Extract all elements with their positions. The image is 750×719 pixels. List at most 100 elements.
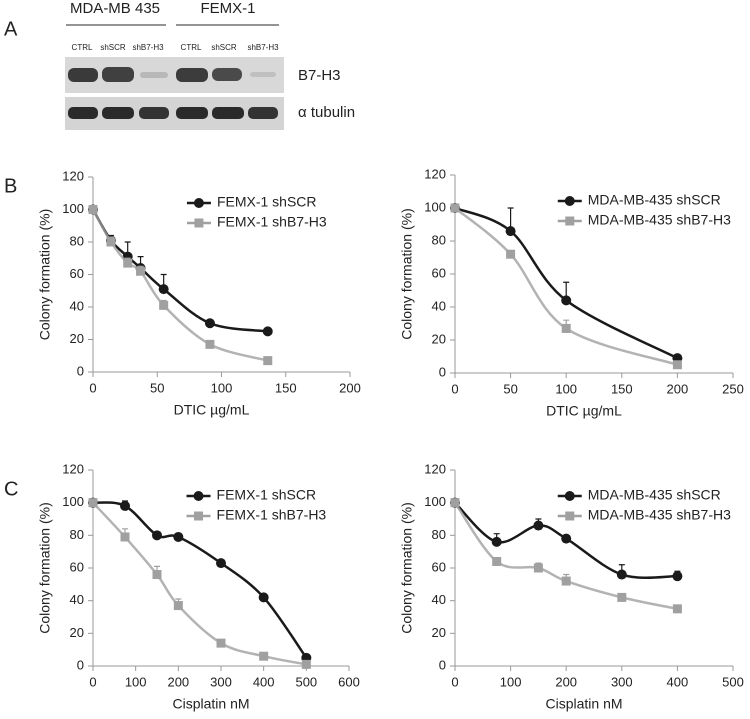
point [492,556,502,566]
lane-label: shSCR [211,43,237,52]
point [262,326,273,337]
chart: 0 20 40 60 80 100 120 0 50 100 150 200 250 DTIC µg/mL… [399,166,744,418]
y-tick-label: 100 [424,199,446,214]
point [173,601,183,611]
y-tick-label: 0 [77,657,84,672]
x-tick-label: 100 [125,674,147,689]
point [301,659,311,669]
legend-label: FEMX-1 shB7-H3 [217,214,327,230]
point [263,356,273,366]
point [136,266,146,276]
y-tick-label: 120 [424,166,446,181]
point [450,498,460,508]
point [120,532,130,542]
legend-marker [194,511,204,521]
y-axis-label: Colony formation (%) [37,502,53,634]
y-tick-label: 20 [432,331,446,346]
series-line [454,206,678,360]
point [123,258,133,268]
legend-label: MDA-MB-435 shSCR [588,487,721,503]
x-tick-label: 150 [611,381,633,396]
y-tick-label: 40 [432,298,446,313]
x-tick-label: 200 [167,674,189,689]
lane-label: CTRL [72,43,93,52]
y-tick-label: 40 [432,592,446,607]
y-tick-label: 60 [432,265,446,280]
y-tick-label: 60 [70,266,84,281]
point [533,520,544,531]
x-tick-label: 100 [555,381,577,396]
y-tick-label: 0 [439,657,446,672]
x-tick-label: 0 [89,380,96,395]
legend-label: MDA-MB-435 shB7-H3 [588,212,731,228]
y-tick-label: 100 [62,201,84,216]
x-axis-label: DTIC µg/mL [546,403,622,419]
point [616,569,627,580]
series-line [92,501,308,659]
x-tick-label: 300 [210,674,232,689]
x-axis-label: Cisplatin nM [172,696,249,712]
y-tick-label: 80 [70,233,84,248]
point [120,500,130,511]
x-tick-label: 100 [211,380,233,395]
x-tick-label: 50 [150,380,164,395]
point [561,533,572,544]
point [204,318,215,329]
x-tick-label: 400 [253,674,275,689]
x-tick-label: 500 [722,674,744,689]
blot-image [65,57,284,130]
x-tick-label: 300 [611,674,633,689]
y-tick-label: 0 [439,364,446,379]
lane-label: shSCR [100,43,126,52]
point [205,339,215,349]
legend-marker [193,198,204,208]
x-tick-label: 200 [339,380,361,395]
point [505,226,516,237]
y-tick-label: 40 [70,298,84,313]
y-tick-label: 20 [70,625,84,640]
y-tick-label: 80 [432,232,446,247]
point [672,571,683,582]
point [152,570,162,580]
chart: 0 20 40 60 80 100 120 0 50 100 150 200 DTIC µg/mL Col… [37,168,361,417]
y-tick-label: 120 [62,461,84,476]
panel-label: B [4,175,17,197]
lane-label: CTRL [181,43,202,52]
y-axis-label: Colony formation (%) [399,208,415,340]
blot-group: MDA-MB 435 [70,0,160,17]
y-tick-label: 60 [432,559,446,574]
panel-label: A [4,18,18,40]
panel-label: C [4,478,18,500]
series-line [91,208,269,362]
legend-marker [194,218,204,228]
y-axis-label: Colony formation (%) [399,502,415,634]
legend-label: FEMX-1 shB7-H3 [217,507,327,523]
y-tick-label: 120 [62,168,84,183]
point [258,592,269,603]
point [561,576,571,586]
x-tick-label: 200 [555,674,577,689]
point [88,205,98,214]
point [173,531,184,542]
series-line [454,207,678,366]
point [617,592,627,602]
x-tick-label: 500 [295,674,317,689]
lane-label: shB7-H3 [132,43,164,52]
legend-label: FEMX-1 shSCR [217,487,317,503]
point [533,563,543,573]
x-tick-label: 200 [667,381,689,396]
protein-label: α tubulin [298,104,355,121]
legend-label: MDA-MB-435 shSCR [588,192,721,208]
point [216,558,226,569]
chart: 0 20 40 60 80 100 120 0 100 200 300 400 500 Cisplatin… [399,461,744,711]
x-tick-label: 0 [451,674,458,689]
x-axis-label: Cisplatin nM [545,696,622,712]
x-axis-label: DTIC µg/mL [174,402,250,418]
legend-marker [565,511,575,521]
x-tick-label: 100 [500,674,522,689]
blot-group: FEMX-1 [200,0,255,17]
legend-marker [564,491,575,501]
series-line [92,501,307,666]
y-tick-label: 80 [70,527,84,542]
